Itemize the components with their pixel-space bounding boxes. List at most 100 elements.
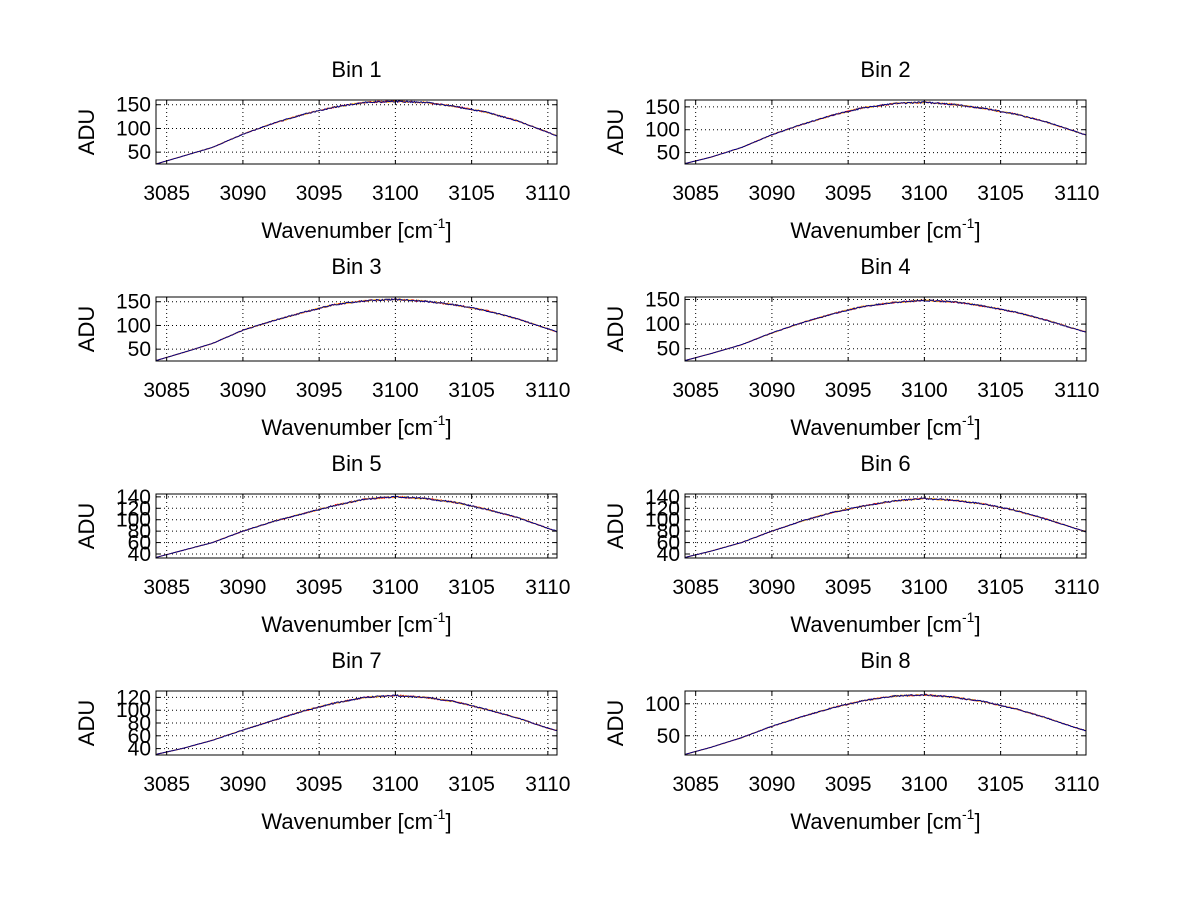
y-tick-label: 50 xyxy=(657,725,680,748)
x-tick-label: 3090 xyxy=(220,576,267,599)
y-axis-label: ADU xyxy=(603,503,628,549)
y-tick-label: 100 xyxy=(645,313,680,336)
y-tick-label: 50 xyxy=(657,142,680,165)
chart-title: Bin 5 xyxy=(331,451,381,476)
y-tick-label: 100 xyxy=(645,693,680,716)
y-tick-label: 80 xyxy=(657,520,680,543)
series-line-1 xyxy=(156,495,557,558)
x-tick-label: 3090 xyxy=(220,773,267,796)
y-tick-label: 80 xyxy=(128,520,151,543)
x-tick-label: 3095 xyxy=(825,773,872,796)
x-tick-label: 3090 xyxy=(220,379,267,402)
x-axis-label: Wavenumber [cm-1] xyxy=(790,215,980,243)
axes-box xyxy=(684,99,1087,165)
y-tick-label: 40 xyxy=(128,543,151,566)
chart-title: Bin 4 xyxy=(860,254,910,279)
x-tick-label: 3100 xyxy=(901,576,948,599)
axes-box xyxy=(684,493,1087,559)
series-line-2 xyxy=(685,101,1086,164)
x-tick-label: 3110 xyxy=(1054,576,1099,599)
x-tick-label: 3105 xyxy=(977,773,1024,796)
x-tick-label: 3085 xyxy=(672,576,719,599)
y-tick-label: 40 xyxy=(128,738,151,761)
x-tick-label: 3085 xyxy=(672,182,719,205)
x-tick-label: 3095 xyxy=(296,182,343,205)
x-axis-label: Wavenumber [cm-1] xyxy=(790,609,980,637)
y-axis-label: ADU xyxy=(603,306,628,352)
series-line-1 xyxy=(156,694,557,755)
y-tick-label: 100 xyxy=(116,699,151,722)
y-axis-label: ADU xyxy=(74,700,99,746)
y-tick-label: 120 xyxy=(116,497,151,520)
x-tick-label: 3100 xyxy=(372,379,419,402)
x-tick-label: 3090 xyxy=(749,379,796,402)
axes-box xyxy=(155,99,558,165)
x-tick-label: 3110 xyxy=(1054,379,1099,402)
chart-title: Bin 1 xyxy=(331,57,381,82)
y-tick-label: 140 xyxy=(116,486,151,509)
x-tick-label: 3100 xyxy=(901,182,948,205)
chart-title: Bin 2 xyxy=(860,57,910,82)
y-tick-label: 60 xyxy=(657,532,680,555)
chart-title: Bin 7 xyxy=(331,648,381,673)
x-tick-label: 3110 xyxy=(1054,773,1099,796)
axes-box xyxy=(684,690,1087,756)
axes-box xyxy=(684,296,1087,362)
y-tick-label: 40 xyxy=(657,543,680,566)
series-line-3 xyxy=(685,101,1086,164)
x-tick-label: 3085 xyxy=(143,182,190,205)
x-tick-label: 3110 xyxy=(525,379,570,402)
x-tick-label: 3090 xyxy=(749,182,796,205)
y-tick-label: 150 xyxy=(645,288,680,311)
x-axis-label: Wavenumber [cm-1] xyxy=(261,412,451,440)
x-axis-label: Wavenumber [cm-1] xyxy=(790,806,980,834)
series-line-3 xyxy=(156,297,557,361)
y-tick-label: 80 xyxy=(128,712,151,735)
y-tick-label: 150 xyxy=(116,94,151,117)
x-tick-label: 3100 xyxy=(372,182,419,205)
x-tick-label: 3085 xyxy=(143,379,190,402)
x-tick-label: 3105 xyxy=(448,182,495,205)
series-line-2 xyxy=(156,298,557,361)
x-tick-label: 3105 xyxy=(977,576,1024,599)
x-tick-label: 3085 xyxy=(672,379,719,402)
y-axis-label: ADU xyxy=(74,503,99,549)
series-line-1 xyxy=(685,299,1086,361)
x-tick-label: 3100 xyxy=(901,773,948,796)
y-tick-label: 100 xyxy=(116,314,151,337)
x-tick-label: 3085 xyxy=(143,576,190,599)
x-axis-label: Wavenumber [cm-1] xyxy=(261,609,451,637)
series-line-3 xyxy=(685,693,1086,755)
series-line-3 xyxy=(685,497,1086,558)
series-line-2 xyxy=(685,299,1086,361)
y-tick-label: 60 xyxy=(128,725,151,748)
axes-box xyxy=(155,296,558,362)
x-tick-label: 3105 xyxy=(977,182,1024,205)
y-axis-label: ADU xyxy=(603,700,628,746)
y-tick-label: 100 xyxy=(645,509,680,532)
x-tick-label: 3095 xyxy=(825,379,872,402)
x-tick-label: 3105 xyxy=(977,379,1024,402)
x-tick-label: 3095 xyxy=(296,576,343,599)
chart-title: Bin 8 xyxy=(860,648,910,673)
series-line-3 xyxy=(685,299,1086,361)
y-axis-label: ADU xyxy=(74,306,99,352)
chart-title: Bin 3 xyxy=(331,254,381,279)
x-tick-label: 3090 xyxy=(220,182,267,205)
series-line-1 xyxy=(685,101,1086,164)
series-line-3 xyxy=(156,495,557,558)
x-tick-label: 3100 xyxy=(372,773,419,796)
x-axis-label: Wavenumber [cm-1] xyxy=(790,412,980,440)
y-axis-label: ADU xyxy=(603,109,628,155)
axes-box xyxy=(155,493,558,559)
x-axis-label: Wavenumber [cm-1] xyxy=(261,215,451,243)
y-tick-label: 120 xyxy=(116,686,151,709)
y-tick-label: 50 xyxy=(657,338,680,361)
x-tick-label: 3090 xyxy=(749,773,796,796)
